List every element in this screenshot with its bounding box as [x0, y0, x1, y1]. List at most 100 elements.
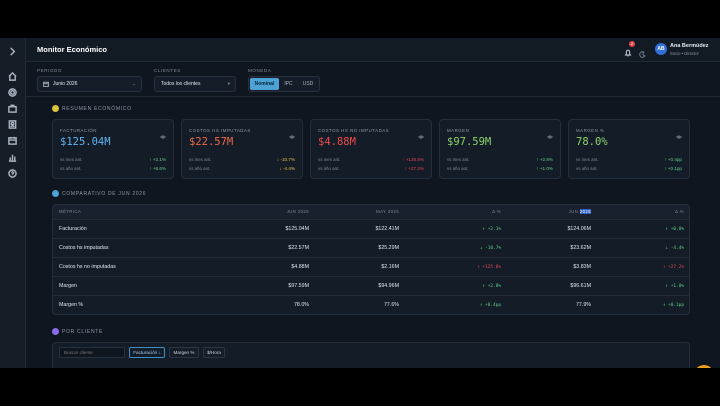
row-delta-month: ↑ +125.8% — [477, 265, 501, 270]
top-bar: Monitor Económico 2 AB Ana Bermúdez Soci… — [26, 38, 720, 62]
period-select[interactable]: Junio 2026 ⌄ — [37, 76, 142, 92]
col-current: JUN 2026 — [286, 209, 309, 214]
row-metric: Margen — [59, 283, 77, 289]
sort-hour-button[interactable]: $/Hora — [203, 347, 225, 358]
row-year: $124.06M — [567, 226, 591, 232]
period-value: Junio 2026 — [53, 81, 78, 87]
chevron-down-icon: ▾ — [227, 81, 230, 86]
help-icon[interactable] — [6, 167, 18, 179]
clients-select[interactable]: Todos los clientes ▾ — [154, 76, 236, 92]
kpi-card-imputed-costs: COSTOS HS IMPUTADAS $22.57M vs mes ant. … — [181, 119, 303, 179]
kpi-delta-year: ↓ -4.4% — [279, 166, 295, 171]
row-previous: $2.16M — [381, 264, 399, 270]
bell-icon[interactable] — [624, 44, 634, 57]
kpi-compare-label: vs mes ant. — [189, 157, 212, 162]
kpi-compare-label: vs mes ant. — [447, 157, 470, 162]
kpi-value: $125.04M — [60, 136, 111, 148]
trend-icon — [52, 105, 59, 112]
client-search-input[interactable] — [59, 347, 125, 358]
briefcase-icon[interactable] — [6, 102, 18, 114]
kpi-card-margin-pct: MARGEN % 78.0% vs mes ant. ↑ +0.4pp vs a… — [568, 119, 690, 179]
row-year: $3.83M — [573, 264, 591, 270]
kpi-label: MARGEN — [447, 128, 470, 133]
floating-action-button[interactable] — [694, 365, 714, 368]
kpi-compare-label: vs año ant. — [447, 166, 469, 171]
avatar[interactable]: AB — [655, 43, 667, 55]
kpi-delta-year: ↑ +1.0% — [536, 166, 553, 171]
eye-icon[interactable] — [289, 127, 295, 139]
clients-label: CLIENTES — [154, 68, 181, 73]
user-name: Ana Bermúdez — [670, 43, 709, 49]
row-metric: Facturación — [59, 226, 87, 232]
selected-text: 2025 — [579, 209, 591, 214]
kpi-delta-year: ↑ +27.2% — [404, 166, 424, 171]
expand-chevron-icon[interactable] — [6, 45, 18, 57]
kpi-label: MARGEN % — [576, 128, 605, 133]
row-metric: Margen % — [59, 302, 84, 308]
kpi-delta-year: ↑ +0.1pp — [664, 166, 682, 171]
comparison-table: MÉTRICA JUN 2026 MAY 2026 Δ % JUN 2025 Δ… — [52, 204, 690, 315]
bar-chart-icon[interactable] — [6, 151, 18, 163]
kpi-card-margin: MARGEN $97.59M vs mes ant. ↑ +2.8% vs añ… — [439, 119, 561, 179]
kpi-value: $4.88M — [318, 136, 356, 148]
row-delta-year: ↑ +1.0% — [665, 284, 684, 289]
eye-icon[interactable] — [676, 127, 682, 139]
chevron-down-icon: ⌄ — [132, 81, 136, 86]
row-year: $96.61M — [570, 283, 591, 289]
eye-icon[interactable] — [547, 127, 553, 139]
col-delta-year: Δ % — [675, 209, 684, 214]
kpi-delta-month: ↑ +2.1% — [149, 157, 166, 162]
kpi-value: 78.0% — [576, 136, 608, 148]
currency-option-usd[interactable]: USD — [302, 81, 314, 87]
row-previous: 77.6% — [383, 302, 399, 308]
row-delta-year: ↓ -4.4% — [665, 246, 684, 251]
table-row: Margen $97.59M $94.96M ↑ +2.8% $96.61M ↑… — [53, 276, 689, 295]
col-metric: MÉTRICA — [59, 209, 82, 214]
kpi-delta-month: ↑ +0.4pp — [664, 157, 682, 162]
row-previous: $122.41M — [375, 226, 399, 232]
row-delta-month: ↑ +2.1% — [482, 227, 501, 232]
col-delta-month: Δ % — [492, 209, 501, 214]
row-current: $97.59M — [288, 283, 309, 289]
table-row: Costos hs no imputadas $4.88M $2.16M ↑ +… — [53, 257, 689, 276]
row-current: $125.04M — [285, 226, 309, 232]
kpi-value: $22.57M — [189, 136, 234, 148]
sort-margin-button[interactable]: Margen % — [169, 347, 199, 358]
user-role: Socio • Director — [670, 51, 699, 56]
kpi-card-non-imputed-costs: COSTOS HS NO IMPUTADAS $4.88M vs mes ant… — [310, 119, 432, 179]
kpi-delta-month: ↑ +125.8% — [402, 157, 424, 162]
eye-icon[interactable] — [418, 127, 424, 139]
page-title: Monitor Económico — [37, 45, 107, 54]
sort-billing-button[interactable]: Facturación ↓ — [129, 347, 165, 358]
period-label: PERIODO — [37, 68, 62, 73]
table-row: Margen % 78.0% 77.6% ↑ +0.4pp 77.9% ↑ +0… — [53, 295, 689, 314]
currency-option-ipc[interactable]: IPC — [284, 81, 293, 87]
kpi-compare-label: vs año ant. — [576, 166, 598, 171]
row-current: $4.88M — [291, 264, 309, 270]
calendar-icon — [43, 81, 49, 87]
kpi-compare-label: vs mes ant. — [318, 157, 341, 162]
contacts-icon[interactable] — [6, 118, 18, 130]
row-year: 77.9% — [575, 302, 591, 308]
currency-label: MONEDA — [248, 68, 272, 73]
col-year: JUN 2025 — [568, 209, 591, 214]
gear-icon[interactable] — [6, 86, 18, 98]
by-client-section-title: POR CLIENTE — [52, 328, 103, 335]
divider — [26, 96, 720, 97]
eye-icon[interactable] — [160, 127, 166, 139]
moon-icon[interactable] — [639, 45, 647, 58]
kpi-compare-label: vs mes ant. — [576, 157, 599, 162]
row-delta-month: ↓ -10.7% — [479, 246, 501, 251]
row-metric: Costos hs imputadas — [59, 245, 109, 251]
by-client-panel: Facturación ↓ Margen % $/Hora — [52, 342, 690, 368]
kpi-compare-label: vs año ant. — [189, 166, 211, 171]
calendar-icon[interactable] — [6, 134, 18, 146]
home-icon[interactable] — [6, 70, 18, 82]
kpi-delta-month: ↑ +2.8% — [536, 157, 553, 162]
currency-option-nominal[interactable]: Nominal — [250, 78, 279, 90]
clients-value: Todos los clientes — [161, 81, 201, 87]
table-row: Costos hs imputadas $22.57M $25.29M ↓ -1… — [53, 238, 689, 257]
kpi-compare-label: vs año ant. — [60, 166, 82, 171]
row-delta-year: ↑ +0.8% — [665, 227, 684, 232]
kpi-label: COSTOS HS NO IMPUTADAS — [318, 128, 390, 133]
